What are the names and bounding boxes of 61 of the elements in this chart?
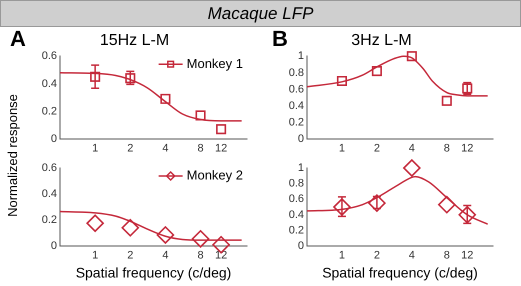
y-tick-label: 0.2 xyxy=(42,214,57,226)
x-tick-label: 2 xyxy=(374,250,380,262)
y-tick-label: 0.8 xyxy=(288,178,304,190)
y-tick-label: 0.2 xyxy=(42,105,57,118)
y-tick-label: 0 xyxy=(50,132,57,145)
point xyxy=(368,194,386,212)
y-tick-label: 0.2 xyxy=(288,224,304,236)
text: Macaque LFP xyxy=(0,0,521,27)
point xyxy=(121,219,140,237)
y-tick-label: 0.4 xyxy=(288,100,304,112)
y-tick-label: 0 xyxy=(298,132,304,145)
x-tick-label: 12 xyxy=(214,142,228,154)
x-tick-label: 8 xyxy=(197,142,204,154)
x-tick-label: 12 xyxy=(461,250,474,262)
y-tick-label: 0.4 xyxy=(288,208,304,221)
x-tick-label: 2 xyxy=(374,142,380,154)
x-tick-label: 2 xyxy=(127,250,134,262)
y-tick-label: 0.6 xyxy=(288,83,304,96)
point xyxy=(406,51,417,62)
x-tick-label: 4 xyxy=(162,142,168,154)
x-tick-label: 4 xyxy=(408,142,415,154)
y-tick-label: 0.4 xyxy=(42,78,57,90)
point xyxy=(192,230,210,248)
x-tick-label: 1 xyxy=(92,142,98,154)
legend-label: Monkey 1 xyxy=(186,56,244,71)
chart-title: 15Hz L-M xyxy=(100,32,170,50)
y-tick-label: 0 xyxy=(298,240,304,252)
y-axis-title: Normalized response xyxy=(4,94,20,216)
y-tick-label: 0.4 xyxy=(42,188,57,200)
x-tick-label: 4 xyxy=(162,250,168,262)
x-tick-label: 2 xyxy=(127,142,134,154)
y-tick-label: 0.6 xyxy=(288,193,304,206)
point xyxy=(156,226,174,244)
y-tick-label: 0.8 xyxy=(288,66,304,79)
point xyxy=(442,96,452,106)
x-tick-label: 8 xyxy=(197,250,204,262)
point xyxy=(438,196,456,214)
y-tick-label: 0.6 xyxy=(42,162,57,174)
point xyxy=(336,76,347,86)
text: B xyxy=(272,26,288,52)
text: A xyxy=(10,26,26,52)
x-tick-label: 12 xyxy=(461,142,474,154)
x-tick-label: 1 xyxy=(338,250,346,262)
x-axis-title: Spatial frequency (c/deg) xyxy=(76,264,232,280)
x-axis-title: Spatial frequency (c/deg) xyxy=(322,264,478,280)
y-tick-label: 0 xyxy=(50,240,57,252)
x-tick-label: 1 xyxy=(338,142,346,154)
point xyxy=(86,214,104,232)
chart-title: 3Hz L-M xyxy=(351,32,412,50)
y-tick-label: 1 xyxy=(298,50,304,62)
x-tick-label: 8 xyxy=(444,250,450,262)
x-tick-label: 1 xyxy=(92,250,98,262)
point xyxy=(333,198,351,216)
x-tick-label: 8 xyxy=(444,142,450,154)
y-tick-label: 0.2 xyxy=(288,116,304,128)
y-tick-label: 0.6 xyxy=(42,50,57,62)
y-tick-label: 1 xyxy=(298,162,304,174)
point xyxy=(372,66,382,76)
x-tick-label: 4 xyxy=(408,250,415,262)
point xyxy=(403,159,421,177)
legend-label: Monkey 2 xyxy=(186,168,244,183)
